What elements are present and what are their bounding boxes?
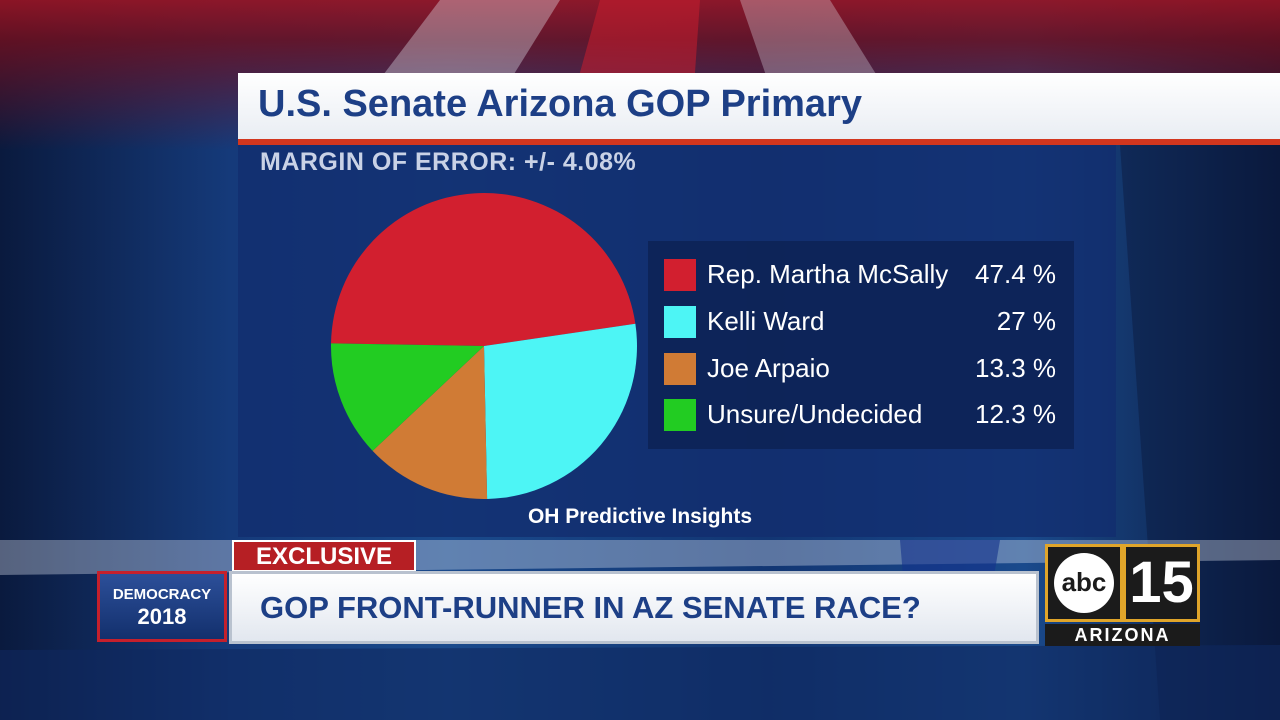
legend-value-mcsally: 47.4 % <box>975 259 1056 289</box>
region-bar: ARIZONA <box>1045 624 1200 646</box>
region-text: ARIZONA <box>1074 625 1171 645</box>
title-bar: U.S. Senate Arizona GOP Primary <box>238 73 1280 145</box>
legend-value-undecided: 12.3 % <box>975 399 1056 429</box>
pie-slice-ward <box>484 323 637 499</box>
exclusive-tag: EXCLUSIVE <box>232 540 416 572</box>
legend-label-mcsally: Rep. Martha McSally <box>707 259 949 289</box>
legend-swatch-ward <box>664 306 696 338</box>
legend-item-mcsally: Rep. Martha McSally 47.4 % <box>664 257 1060 291</box>
abc-logo: abc <box>1045 544 1123 622</box>
abc-circle: abc <box>1054 553 1114 613</box>
margin-of-error: MARGIN OF ERROR: +/- 4.08% <box>260 148 637 176</box>
legend-item-arpaio: Joe Arpaio 13.3 % <box>664 351 1060 385</box>
democracy-2018-badge: DEMOCRACY 2018 <box>97 571 227 642</box>
abc-text: abc <box>1061 567 1107 597</box>
legend-item-undecided: Unsure/Undecided 12.3 % <box>664 397 1060 431</box>
headline-bar: GOP FRONT-RUNNER IN AZ SENATE RACE? <box>229 571 1039 644</box>
legend: Rep. Martha McSally 47.4 % Kelli Ward 27… <box>648 241 1074 449</box>
pie-chart <box>330 193 637 500</box>
headline: GOP FRONT-RUNNER IN AZ SENATE RACE? <box>260 590 921 625</box>
legend-swatch-mcsally <box>664 259 696 291</box>
source-credit: OH Predictive Insights <box>527 505 753 528</box>
channel-text: 15 <box>1129 550 1194 615</box>
station-logo: abc 15 ARIZONA <box>1045 544 1200 646</box>
pie-slice-undecided <box>330 343 484 451</box>
legend-item-ward: Kelli Ward 27 % <box>664 304 1060 338</box>
legend-swatch-undecided <box>664 399 696 431</box>
legend-value-arpaio: 13.3 % <box>975 353 1056 383</box>
legend-label-ward: Kelli Ward <box>707 306 825 336</box>
legend-label-undecided: Unsure/Undecided <box>707 399 923 429</box>
pie-slice-mcsally <box>331 193 636 346</box>
badge-line1: DEMOCRACY <box>112 586 212 603</box>
chart-title: U.S. Senate Arizona GOP Primary <box>258 83 862 125</box>
exclusive-label: EXCLUSIVE <box>255 543 393 570</box>
channel-number: 15 <box>1123 544 1200 622</box>
badge-line2: 2018 <box>137 604 187 629</box>
legend-value-ward: 27 % <box>996 306 1056 336</box>
pie-slice-arpaio <box>372 346 488 500</box>
legend-label-arpaio: Joe Arpaio <box>707 353 830 383</box>
legend-swatch-arpaio <box>664 353 696 385</box>
